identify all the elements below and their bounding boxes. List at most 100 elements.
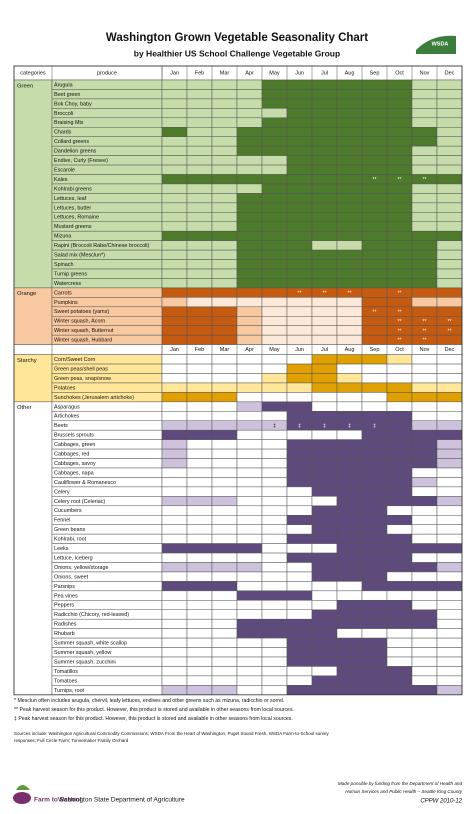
season-cell xyxy=(311,268,338,279)
season-cell xyxy=(186,145,213,156)
produce: Green peas, snap/snow xyxy=(54,376,111,382)
season-cell xyxy=(186,571,213,582)
column-header: categories xyxy=(20,70,46,76)
season-cell xyxy=(161,637,188,648)
season-cell xyxy=(361,496,388,507)
season-cell xyxy=(261,259,288,270)
season-cell xyxy=(261,79,288,90)
produce: Cauliflower & Romanesco xyxy=(54,480,116,486)
season-cell xyxy=(361,628,388,639)
season-cell xyxy=(436,458,463,469)
season-cell xyxy=(311,429,338,440)
season-cell xyxy=(436,127,463,137)
season-cell xyxy=(436,637,463,648)
season-cell xyxy=(311,685,338,696)
season-cell xyxy=(436,240,463,251)
season-cell xyxy=(386,590,413,601)
month: Mar xyxy=(220,347,230,353)
season-cell xyxy=(411,448,438,459)
season-cell xyxy=(361,581,388,592)
produce: Carrots xyxy=(54,290,72,296)
month: Jun xyxy=(295,70,304,76)
season-cell xyxy=(236,656,263,667)
wsda-logo: WSDA xyxy=(416,35,456,54)
season-cell xyxy=(161,505,188,516)
produce: Leeks xyxy=(54,546,69,552)
season-cell xyxy=(286,145,313,156)
season-cell xyxy=(161,515,188,525)
season-cell xyxy=(186,354,213,365)
season-cell xyxy=(211,590,238,601)
season-cell xyxy=(236,666,263,677)
produce: Watercress xyxy=(54,281,81,287)
season-cell xyxy=(411,297,438,308)
season-cell xyxy=(286,240,313,251)
season-cell xyxy=(161,411,188,421)
season-cell xyxy=(261,354,288,365)
season-cell xyxy=(411,145,438,156)
season-cell xyxy=(386,127,413,137)
season-cell xyxy=(261,448,288,459)
season-cell xyxy=(386,183,413,194)
produce: Winter squash, Acorn xyxy=(54,319,105,325)
month: Jun xyxy=(295,347,304,353)
season-cell xyxy=(336,268,363,279)
season-cell xyxy=(386,467,413,478)
season-cell xyxy=(186,316,213,326)
season-cell xyxy=(336,373,363,384)
season-cell xyxy=(311,278,338,289)
season-cell xyxy=(211,117,238,128)
season-cell xyxy=(386,89,413,100)
season-cell xyxy=(336,193,363,204)
produce: Beets xyxy=(54,423,68,429)
season-cell xyxy=(286,647,313,658)
season-cell xyxy=(161,202,188,213)
season-cell xyxy=(161,145,188,156)
season-cell xyxy=(236,268,263,279)
footnote: ‡ Peak harvest season for this product. … xyxy=(14,716,293,722)
produce: Turnips, root xyxy=(54,688,85,694)
produce: Sweet potatoes (yams) xyxy=(54,309,109,315)
season-cell xyxy=(436,666,463,677)
season-cell xyxy=(436,278,463,289)
season-cell xyxy=(286,685,313,696)
season-cell xyxy=(161,136,188,147)
season-cell xyxy=(261,145,288,156)
season-cell xyxy=(386,145,413,156)
season-cell xyxy=(261,637,288,648)
season-cell xyxy=(311,316,338,326)
peak-marker: ** xyxy=(398,309,402,315)
produce: Mizuna xyxy=(54,234,71,240)
season-cell xyxy=(311,249,338,260)
season-cell xyxy=(436,98,463,109)
season-cell xyxy=(186,675,213,686)
season-cell xyxy=(286,136,313,147)
season-cell xyxy=(311,145,338,156)
season-cell xyxy=(436,628,463,639)
season-cell xyxy=(161,89,188,100)
produce: Braising Mix xyxy=(54,120,84,126)
produce: Rhubarb xyxy=(54,631,75,637)
season-cell xyxy=(436,363,463,374)
season-cell xyxy=(311,117,338,128)
season-cell xyxy=(161,429,188,440)
peak-marker: ** xyxy=(398,319,402,325)
season-cell xyxy=(311,552,338,563)
season-cell xyxy=(336,363,363,374)
season-cell xyxy=(411,562,438,573)
season-cell xyxy=(236,155,263,166)
season-cell xyxy=(186,278,213,289)
season-cell xyxy=(211,609,238,620)
season-cell xyxy=(411,666,438,677)
season-cell xyxy=(436,268,463,279)
season-cell xyxy=(361,164,388,175)
category-cell xyxy=(13,79,53,289)
season-cell xyxy=(361,363,388,374)
season-cell xyxy=(336,647,363,658)
season-cell xyxy=(211,183,238,194)
season-cell xyxy=(386,202,413,213)
season-cell xyxy=(411,164,438,175)
season-cell xyxy=(386,486,413,497)
season-cell xyxy=(261,524,288,535)
season-cell xyxy=(411,439,438,450)
